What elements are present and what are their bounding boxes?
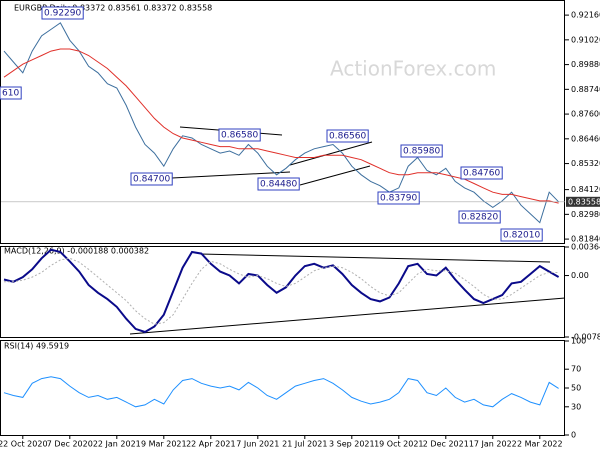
annotation-box: [218, 128, 261, 142]
annotation-box: [377, 191, 420, 205]
x-tick-label: 21 Jul 2021: [282, 440, 327, 449]
trendline: [289, 141, 373, 166]
x-tick-label: 22 Jan 2021: [93, 440, 141, 449]
annotation-box: [0, 86, 22, 100]
y-tick-label: 0.00: [571, 271, 589, 280]
x-tick-label: 17 Jan 2022: [469, 440, 517, 449]
annotation: 0.92290: [44, 9, 81, 19]
x-tick-label: 2 Dec 2021: [423, 440, 469, 449]
trendline: [171, 171, 291, 179]
x-tick-label: 22 Apr 2021: [186, 440, 235, 449]
x-tick-label: 2 Mar 2022: [517, 440, 563, 449]
annotation: 0.85980: [403, 147, 440, 157]
x-tick-label: 7 Jun 2021: [236, 440, 279, 449]
annotation-box: [257, 177, 300, 191]
annotation-box: [400, 144, 443, 158]
y-tick-label: 30: [571, 402, 581, 411]
series-line: [3, 248, 560, 334]
price-tag-label: 0.83558: [568, 197, 600, 206]
annotation: 0.86560: [329, 132, 366, 142]
series-line: [4, 257, 559, 325]
y-tick-label: 100: [571, 337, 586, 346]
y-tick-label: 50: [571, 384, 581, 393]
chart-title: EURGBP,Daily 0.83372 0.83561 0.83372 0.8…: [14, 4, 212, 13]
annotation-box: [326, 129, 369, 143]
x-tick-label: 7 Dec 2020: [47, 440, 93, 449]
macd-panel: [0, 246, 565, 338]
chart-title: RSI(14) 49.5919: [4, 342, 69, 351]
y-tick-label: 0: [571, 431, 576, 440]
x-tick-label: 9 Mar 2021: [141, 440, 187, 449]
y-tick-label: -0.007839: [571, 333, 600, 342]
annotation: 0.82010: [503, 231, 540, 241]
annotation-box: [500, 228, 543, 242]
annotation: 0.84480: [260, 180, 297, 190]
x-tick-label: 3 Sep 2021: [329, 440, 375, 449]
trendline: [199, 253, 551, 263]
annotation-box: [460, 166, 503, 180]
annotation: 0.84760: [463, 169, 500, 179]
chart-title: MACD(12,26,9) -0.000188 0.000382: [4, 247, 149, 256]
annotation: 610: [2, 89, 19, 99]
trendlines: [129, 126, 566, 335]
series-line: [3, 48, 559, 204]
annotation-box: [41, 6, 84, 20]
annotation: 0.86580: [221, 131, 258, 141]
trendline: [129, 297, 566, 335]
x-tick-label: 19 Oct 2021: [374, 440, 423, 449]
price-panel: [0, 0, 565, 244]
watermark: ActionForex.com: [330, 57, 496, 81]
y-tick-label: 0.003641: [571, 243, 600, 252]
annotation: 0.84700: [133, 175, 170, 185]
annotation: 0.83790: [380, 194, 417, 204]
annotation-box: [458, 210, 501, 224]
series-line: [3, 22, 559, 224]
series-line: [3, 376, 559, 408]
annotation-box: [130, 172, 173, 186]
y-tick-label: 70: [571, 365, 581, 374]
trendline: [299, 165, 371, 186]
annotation: 0.82820: [461, 213, 498, 223]
price-tag: [566, 196, 600, 207]
rsi-panel: [0, 340, 565, 436]
x-tick-label: 22 Oct 2020: [0, 440, 48, 449]
